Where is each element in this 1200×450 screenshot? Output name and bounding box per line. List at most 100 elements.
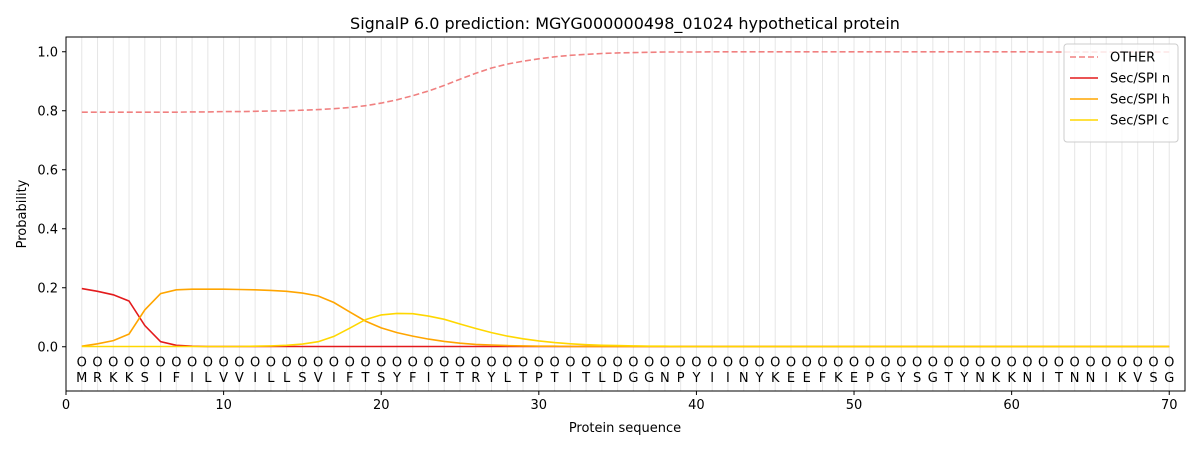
sequence-marker: O [92,356,102,371]
sequence-marker: O [360,356,370,371]
residue-label: N [1070,371,1080,386]
residue-label: G [881,371,891,386]
legend-label: OTHER [1110,51,1155,66]
sequence-marker: O [1148,356,1158,371]
sequence-marker: O [613,356,623,371]
sequence-marker: O [849,356,859,371]
residue-label: F [409,371,416,386]
x-tick-label: 30 [531,398,548,413]
residue-label: Y [754,371,763,386]
residue-label: N [739,371,749,386]
x-tick-label: 10 [215,398,232,413]
sequence-marker: O [817,356,827,371]
y-tick-label: 0.0 [37,340,58,355]
residue-label: K [109,371,118,386]
residue-label: S [141,371,149,386]
residue-label: V [219,371,228,386]
residue-label: L [283,371,291,386]
sequence-marker: O [786,356,796,371]
residue-label: P [677,371,685,386]
sequence-marker: O [1038,356,1048,371]
residue-label: G [1164,371,1174,386]
series-line-sec-spi-c [81,312,1170,348]
residue-label: I [710,371,714,386]
residue-label: K [771,371,780,386]
residue-label: D [613,371,623,386]
sequence-marker: O [565,356,575,371]
series-line-sec-spi-n [81,287,1170,348]
residue-label: K [1007,371,1016,386]
residue-label: S [1149,371,1157,386]
sequence-marker: O [770,356,780,371]
sequence-marker: O [676,356,686,371]
sequence-marker: O [250,356,260,371]
x-tick-label: 70 [1161,398,1178,413]
x-tick-label: 50 [846,398,863,413]
residue-label: K [992,371,1001,386]
sequence-marker: O [140,356,150,371]
sequence-marker: O [345,356,355,371]
residue-label: R [471,371,480,386]
series-lines [81,50,1170,348]
residue-label: I [427,371,431,386]
residue-label: Y [487,371,496,386]
sequence-marker: O [943,356,953,371]
sequence-marker: O [707,356,717,371]
sequence-marker: O [1022,356,1032,371]
plot-frame [65,36,1186,392]
residue-label: N [660,371,670,386]
sequence-marker: O [754,356,764,371]
residue-label: N [1023,371,1033,386]
sequence-marker: O [171,356,181,371]
residue-label: G [928,371,938,386]
sequence-marker: O [282,356,292,371]
residue-label: V [1133,371,1142,386]
y-tick-label: 0.4 [37,222,58,237]
residue-label: P [866,371,874,386]
residue-label: I [726,371,730,386]
residue-label: V [314,371,323,386]
series-line-other [81,50,1170,113]
legend-label: Sec/SPI h [1110,93,1170,108]
residue-label: T [518,371,527,386]
y-tick-label: 1.0 [37,45,58,60]
sequence-marker: O [1085,356,1095,371]
residue-label: Y [959,371,968,386]
residue-label: G [628,371,638,386]
y-tick-label: 0.8 [37,104,58,119]
y-axis-ticks: 0.0 0.2 0.4 0.6 0.8 1.0 [37,45,66,355]
sequence-marker: O [392,356,402,371]
residue-label: S [377,371,385,386]
residue-label: T [581,371,590,386]
sequence-marker: O [991,356,1001,371]
residue-label: T [455,371,464,386]
sequence-marker: O [1117,356,1127,371]
sequence-marker: O [518,356,528,371]
residue-label: K [1118,371,1127,386]
sequence-marker: O [297,356,307,371]
x-tick-label: 40 [688,398,705,413]
residue-label: S [298,371,306,386]
sequence-marker: O [187,356,197,371]
chart-title: SignalP 6.0 prediction: MGYG000000498_01… [350,14,900,34]
residue-label: I [253,371,257,386]
residue-label: L [504,371,512,386]
sequence-marker: O [376,356,386,371]
residue-label: Y [691,371,700,386]
sequence-marker: O [1054,356,1064,371]
residue-label: I [1104,371,1108,386]
sequence-marker: O [108,356,118,371]
residue-label: N [1086,371,1096,386]
residue-label: L [204,371,212,386]
sequence-marker: O [912,356,922,371]
sequence-marker: O [802,356,812,371]
residue-label: N [975,371,985,386]
sequence-marker: O [534,356,544,371]
residue-label: E [803,371,811,386]
residue-label: T [360,371,369,386]
sequence-marker: O [959,356,969,371]
residue-label: L [267,371,275,386]
residue-label: S [913,371,921,386]
sequence-marker: O [865,356,875,371]
